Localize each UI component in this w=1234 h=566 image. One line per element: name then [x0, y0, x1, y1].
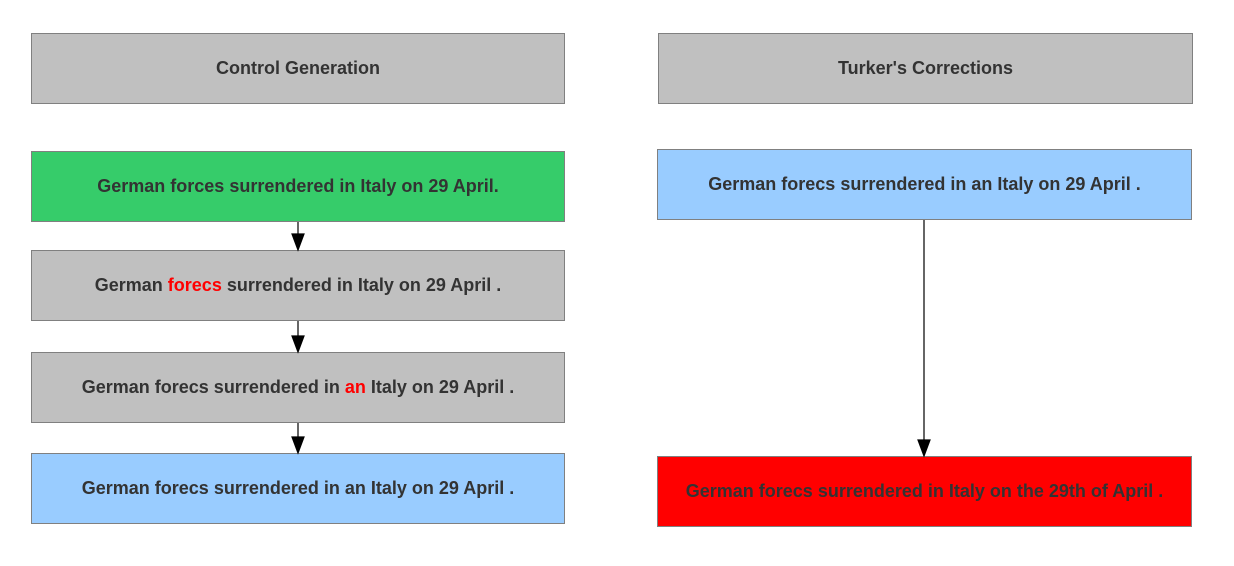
step-text: German forces surrendered in Italy on 29… — [97, 176, 499, 196]
arrow-head — [291, 233, 305, 252]
step-text-after: Italy on 29 April . — [365, 377, 515, 397]
step-text-after: surrendered in Italy on 29 April . — [221, 275, 502, 295]
correction-input-box: German forecs surrendered in an Italy on… — [657, 149, 1192, 220]
step-box-typo: German forecs surrendered in Italy on 29… — [31, 250, 565, 321]
header-label: Turker's Corrections — [838, 58, 1013, 78]
header-label: Control Generation — [215, 58, 380, 78]
step-box-original: German forces surrendered in Italy on 29… — [31, 151, 565, 222]
correction-output-text: German forecs surrendered in Italy on th… — [685, 481, 1164, 501]
step-text: German forecs surrendered in an Italy on… — [81, 478, 515, 498]
step-text-highlight: forecs — [167, 275, 222, 295]
arrow-head — [291, 335, 305, 354]
header-control-generation: Control Generation — [31, 33, 565, 104]
correction-input-text: German forecs surrendered in an Italy on… — [708, 174, 1141, 194]
step-box-insertion: German forecs surrendered in an Italy on… — [31, 352, 565, 423]
arrow-head — [917, 439, 931, 458]
correction-output-box: German forecs surrendered in Italy on th… — [657, 456, 1192, 527]
step-text-before: German forecs surrendered in — [81, 377, 345, 397]
step-text-before: German — [94, 275, 168, 295]
step-text-highlight: an — [344, 377, 366, 397]
header-turker-corrections: Turker's Corrections — [658, 33, 1193, 104]
step-box-final: German forecs surrendered in an Italy on… — [31, 453, 565, 524]
arrow-head — [291, 436, 305, 455]
